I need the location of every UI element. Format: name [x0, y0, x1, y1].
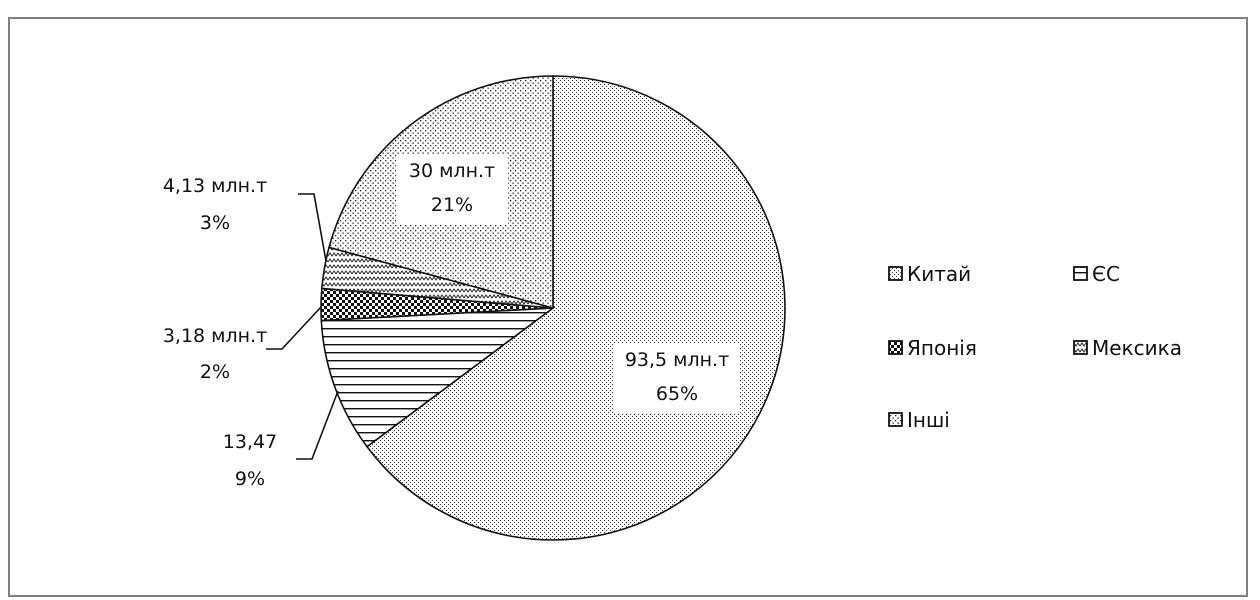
- legend-swatch-2: [888, 340, 903, 355]
- legend-label-1: ЄС: [1092, 262, 1120, 286]
- legend: Китай ЄС Японія Мексика Інші: [888, 262, 1182, 432]
- data-label-value-2: 3,18 млн.т: [163, 325, 267, 347]
- legend-item-0: Китай: [888, 262, 971, 286]
- data-label-value-0: 93,5 млн.т: [625, 349, 729, 371]
- data-label-value-4: 30 млн.т: [409, 160, 495, 182]
- legend-label-0: Китай: [907, 262, 971, 286]
- data-label-percent-1: 9%: [235, 468, 265, 490]
- legend-item-2: Японія: [888, 336, 977, 360]
- data-label-value-1: 13,47: [223, 431, 277, 453]
- data-label-percent-0: 65%: [656, 383, 698, 405]
- legend-swatch-1: [1073, 266, 1088, 281]
- data-label-percent-3: 3%: [200, 212, 230, 234]
- legend-item-1: ЄС: [1073, 262, 1120, 286]
- legend-item-3: Мексика: [1073, 336, 1182, 360]
- legend-swatch-0: [888, 266, 903, 281]
- data-labels: 93,5 млн.т 65% 13,47 9% 3,18 млн.т 2% 4,13 млн…: [163, 154, 740, 490]
- data-label-percent-2: 2%: [200, 361, 230, 383]
- pie-slices: [320, 75, 786, 541]
- legend-swatch-3: [1073, 340, 1088, 355]
- legend-label-3: Мексика: [1092, 336, 1182, 360]
- leader-line-2: [266, 306, 322, 350]
- legend-label-4: Інші: [907, 408, 950, 432]
- pie-slice-0: [365, 75, 786, 541]
- data-label-percent-4: 21%: [431, 194, 473, 216]
- data-label-bg-0: [614, 343, 740, 413]
- data-label-bg-4: [396, 154, 508, 224]
- legend-label-2: Японія: [907, 336, 977, 360]
- data-label-value-3: 4,13 млн.т: [163, 175, 267, 197]
- legend-swatch-4: [888, 412, 903, 427]
- pie-slice-1: [320, 307, 556, 448]
- legend-item-4: Інші: [888, 408, 950, 432]
- leader-line-1: [296, 390, 339, 460]
- leader-lines: [266, 193, 339, 460]
- leader-line-3: [298, 193, 327, 262]
